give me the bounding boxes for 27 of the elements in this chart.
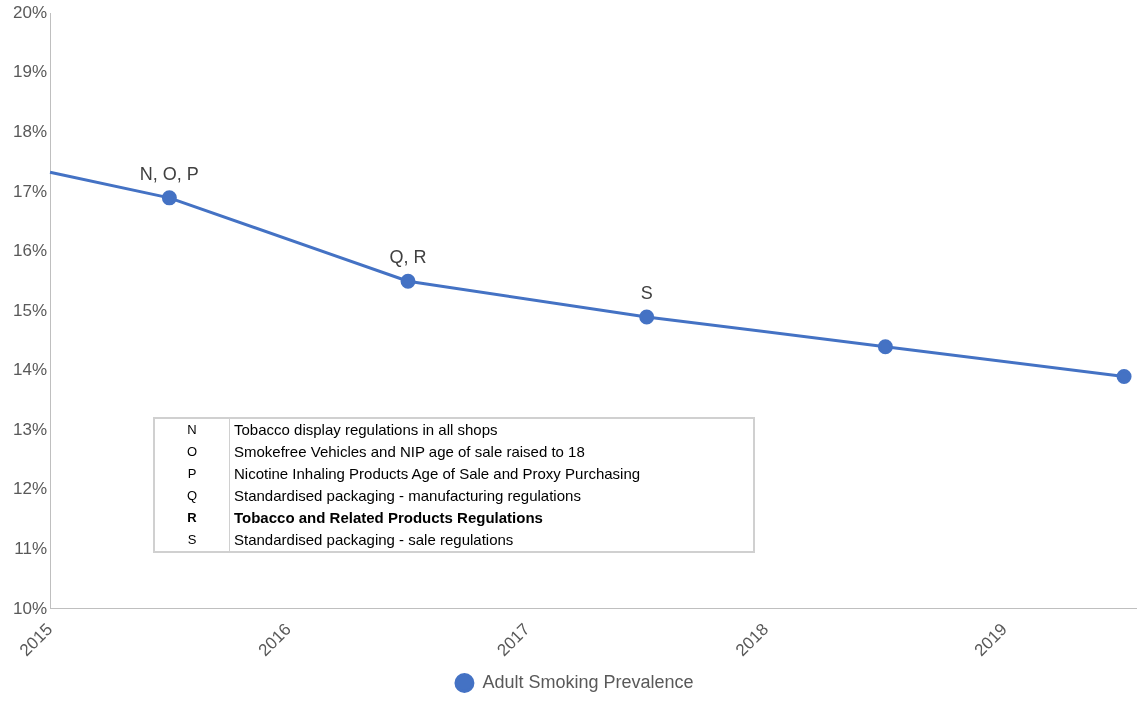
annotation: N, O, P [139, 163, 199, 184]
y-tick-label: 17% [12, 181, 48, 201]
annotation: Smokefree Vehicles and NIP age of sale raised to 18 [233, 442, 586, 462]
y-tick-label: 19% [12, 62, 48, 82]
annotation: Standardised packaging - manufacturing regulations [233, 486, 582, 506]
y-tick-label: 15% [12, 300, 48, 320]
y-tick-label: 13% [12, 419, 48, 439]
legend-label: Adult Smoking Prevalence [482, 671, 694, 692]
y-tick-label: 18% [12, 122, 48, 142]
annotation: R [154, 507, 230, 529]
y-tick-label: 10% [12, 598, 48, 618]
y-tick-label: 14% [12, 360, 48, 380]
annotation: O [154, 441, 230, 463]
annotation: P [154, 463, 230, 485]
y-tick-label: 12% [12, 479, 48, 499]
annotation: Tobacco display regulations in all shops [233, 420, 499, 440]
annotation: Q [154, 485, 230, 507]
annotation: N [154, 418, 230, 441]
annotation: Tobacco and Related Products Regulations [233, 508, 544, 528]
y-tick-label: 20% [12, 2, 48, 22]
y-tick-label: 16% [12, 241, 48, 261]
annotation: Nicotine Inhaling Products Age of Sale and Proxy Purchasing [233, 464, 642, 484]
annotation: S [640, 282, 653, 303]
annotation: Q, R [389, 247, 427, 268]
y-tick-label: 11% [14, 538, 48, 558]
annotation: S [154, 529, 230, 552]
annotation: Standardised packaging - sale regulations [233, 530, 515, 550]
